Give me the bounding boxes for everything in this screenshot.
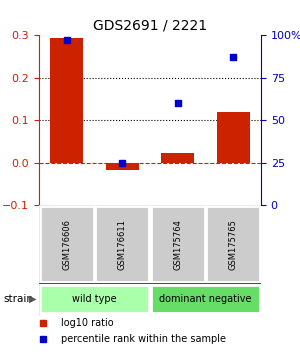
Text: GSM176606: GSM176606 xyxy=(62,219,71,270)
Bar xyxy=(217,112,250,163)
Text: percentile rank within the sample: percentile rank within the sample xyxy=(61,334,226,344)
Text: wild type: wild type xyxy=(72,294,117,304)
Point xyxy=(231,55,236,60)
Bar xyxy=(40,285,149,314)
Bar xyxy=(40,206,94,282)
Text: log10 ratio: log10 ratio xyxy=(61,318,114,328)
Bar xyxy=(206,206,260,282)
Bar xyxy=(106,163,139,171)
Text: GSM176611: GSM176611 xyxy=(118,219,127,270)
Bar xyxy=(95,206,149,282)
Text: ▶: ▶ xyxy=(28,294,36,304)
Text: GSM175765: GSM175765 xyxy=(229,219,238,270)
Bar xyxy=(161,154,194,163)
Point xyxy=(64,38,69,43)
Title: GDS2691 / 2221: GDS2691 / 2221 xyxy=(93,19,207,33)
Point xyxy=(176,101,180,106)
Point xyxy=(120,160,125,166)
Bar xyxy=(151,285,260,314)
Bar xyxy=(50,38,83,163)
Text: GSM175764: GSM175764 xyxy=(173,219,182,270)
Text: dominant negative: dominant negative xyxy=(159,294,252,304)
Bar xyxy=(151,206,205,282)
Text: strain: strain xyxy=(3,294,33,304)
